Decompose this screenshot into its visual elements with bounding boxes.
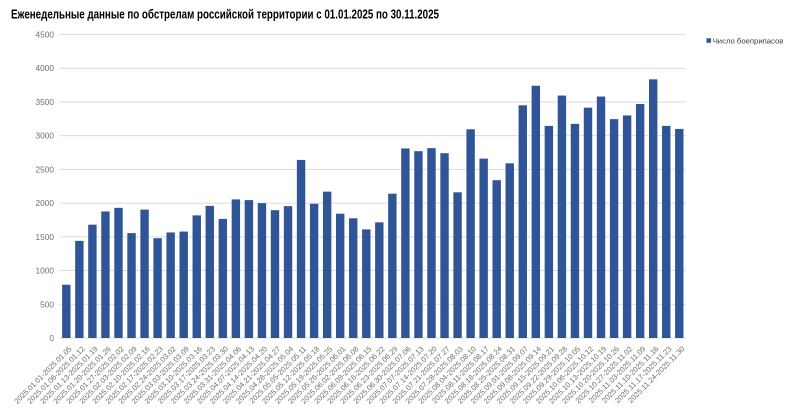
svg-text:3000: 3000 (36, 131, 55, 141)
svg-text:1000: 1000 (36, 266, 55, 276)
svg-text:3500: 3500 (36, 97, 55, 107)
svg-text:4000: 4000 (36, 63, 55, 73)
svg-text:2500: 2500 (36, 164, 55, 174)
svg-text:0: 0 (49, 333, 54, 343)
svg-text:500: 500 (40, 299, 54, 309)
svg-text:Еженедельные данные по обстрел: Еженедельные данные по обстрелам российс… (11, 7, 439, 21)
svg-text:2000: 2000 (36, 198, 55, 208)
svg-text:1500: 1500 (36, 232, 55, 242)
svg-text:4500: 4500 (36, 30, 55, 40)
svg-text:Число боеприпасов: Число боеприпасов (713, 37, 784, 46)
